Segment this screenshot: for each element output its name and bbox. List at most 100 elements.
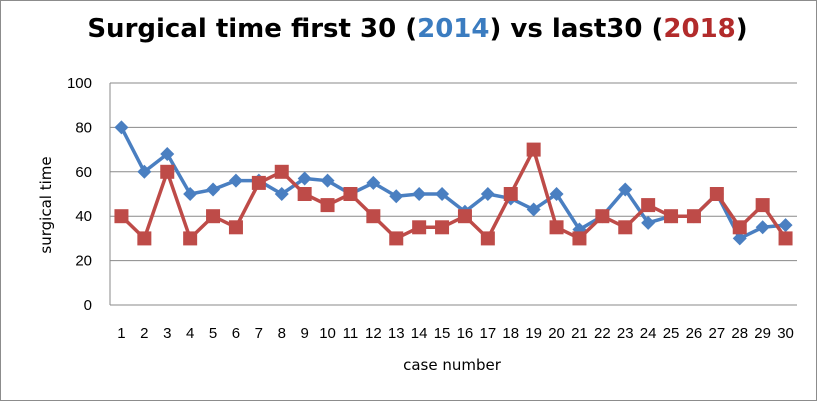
- data-point: [618, 182, 633, 197]
- x-tick-label: 26: [686, 325, 703, 342]
- data-point: [183, 231, 198, 246]
- data-point: [206, 209, 221, 224]
- series-line: [120, 147, 787, 241]
- data-point: [114, 120, 129, 135]
- data-point: [686, 209, 701, 224]
- data-point: [480, 187, 495, 201]
- data-point: [389, 231, 404, 246]
- data-point: [572, 231, 587, 246]
- y-tick-label: 80: [75, 119, 92, 136]
- data-point: [732, 220, 747, 235]
- data-point: [709, 187, 724, 201]
- x-tick-label: 17: [480, 325, 497, 342]
- data-point: [412, 187, 427, 201]
- data-point: [435, 220, 450, 235]
- data-point: [160, 164, 175, 179]
- data-point: [732, 231, 747, 246]
- x-tick-label: 8: [278, 325, 286, 342]
- data-point: [297, 171, 312, 186]
- x-tick-label: 7: [255, 325, 263, 342]
- data-point: [480, 231, 495, 246]
- data-point: [641, 215, 656, 230]
- data-point: [778, 218, 793, 233]
- x-tick-label: 28: [731, 325, 748, 342]
- data-point: [320, 198, 335, 213]
- data-point: [503, 187, 518, 201]
- x-tick-label: 9: [300, 325, 308, 342]
- x-axis-ticks: 1 2 3 4 5 6 7 8 9 10 11 12 13 14 15 16 17 18 19 20 21 22 23 24 2…: [117, 325, 794, 342]
- x-tick-label: 3: [163, 325, 171, 342]
- data-point: [618, 220, 633, 235]
- gridlines: [109, 82, 797, 306]
- x-tick-label: 12: [365, 325, 382, 342]
- x-tick-label: 22: [594, 325, 611, 342]
- data-point: [778, 231, 793, 246]
- y-axis-label: surgical time: [37, 156, 55, 253]
- x-axis-label: case number: [403, 356, 502, 374]
- x-tick-label: 11: [343, 325, 359, 342]
- data-point: [641, 198, 656, 213]
- data-point: [274, 164, 289, 179]
- x-tick-label: 4: [186, 325, 194, 342]
- data-point: [114, 209, 129, 224]
- x-tick-label: 23: [617, 325, 634, 342]
- y-axis-ticks: 0 20 40 60 80 100: [67, 75, 92, 314]
- data-point: [274, 187, 289, 201]
- x-tick-label: 25: [663, 325, 680, 342]
- x-tick-label: 5: [209, 325, 217, 342]
- data-point: [595, 209, 610, 224]
- data-point: [549, 187, 564, 201]
- data-point: [755, 220, 770, 235]
- x-tick-label: 19: [525, 325, 542, 342]
- data-point: [435, 187, 450, 201]
- title-prefix: Surgical time first 30 (: [87, 14, 418, 44]
- chart-title: Surgical time first 30 (2014) vs last30 …: [0, 14, 817, 44]
- x-tick-label: 27: [709, 325, 726, 342]
- title-middle: ) vs last30 (: [489, 14, 664, 44]
- data-point: [206, 182, 221, 197]
- data-point: [297, 187, 312, 201]
- y-tick-label: 60: [75, 164, 92, 181]
- x-tick-label: 16: [457, 325, 474, 342]
- data-point: [389, 189, 404, 204]
- x-tick-label: 14: [411, 325, 428, 342]
- y-tick-label: 20: [75, 253, 92, 270]
- data-point: [664, 209, 679, 224]
- x-tick-label: 24: [640, 325, 657, 342]
- data-point: [137, 164, 152, 179]
- x-tick-label: 30: [777, 325, 794, 342]
- title-suffix: ): [735, 14, 748, 44]
- data-point: [526, 142, 541, 157]
- x-tick-label: 6: [232, 325, 240, 342]
- data-point: [137, 231, 152, 246]
- data-point: [251, 175, 266, 190]
- x-tick-label: 29: [754, 325, 771, 342]
- series-2: [114, 142, 793, 246]
- data-series: [114, 120, 793, 246]
- x-tick-label: 1: [117, 325, 125, 342]
- data-point: [457, 209, 472, 224]
- title-year-2014: 2014: [417, 14, 490, 44]
- data-point: [228, 220, 243, 235]
- y-tick-label: 40: [75, 208, 92, 225]
- x-tick-label: 21: [571, 325, 588, 342]
- data-point: [549, 220, 564, 235]
- y-tick-label: 100: [67, 75, 92, 92]
- x-tick-label: 18: [502, 325, 519, 342]
- data-point: [343, 187, 358, 201]
- y-tick-label: 0: [84, 297, 92, 314]
- data-point: [228, 173, 243, 188]
- series-1: [114, 120, 793, 246]
- x-tick-label: 10: [319, 325, 336, 342]
- data-point: [366, 175, 381, 190]
- data-point: [320, 173, 335, 188]
- data-point: [160, 147, 175, 162]
- x-tick-label: 15: [434, 325, 451, 342]
- x-tick-label: 13: [388, 325, 405, 342]
- data-point: [366, 209, 381, 224]
- data-point: [755, 198, 770, 213]
- data-point: [526, 202, 541, 217]
- title-year-2018: 2018: [663, 14, 736, 44]
